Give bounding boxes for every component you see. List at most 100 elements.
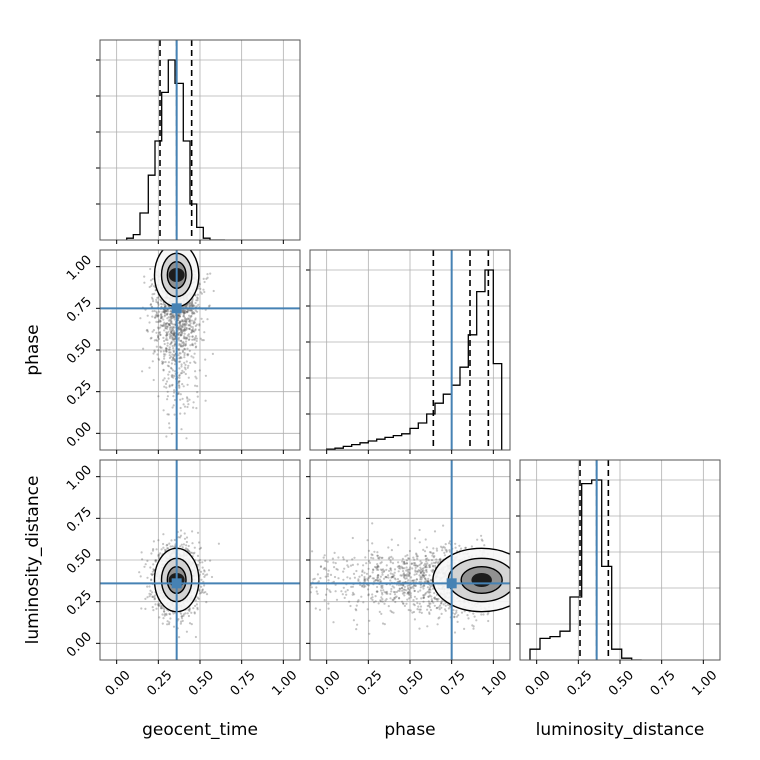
sample-point [166, 547, 169, 550]
sample-point [365, 572, 369, 575]
sample-point [177, 314, 180, 317]
sample-point [162, 361, 165, 364]
sample-point [317, 580, 320, 583]
sample-point [319, 565, 323, 568]
sample-point [319, 577, 322, 580]
sample-point [342, 578, 345, 581]
sample-point [183, 328, 186, 331]
sample-point [186, 303, 189, 306]
sample-point [163, 308, 166, 312]
sample-point [172, 355, 175, 358]
sample-point [426, 608, 429, 611]
sample-point [403, 575, 406, 578]
sample-point [349, 577, 352, 580]
sample-point [166, 317, 169, 320]
sample-point [470, 545, 473, 548]
sample-point [173, 318, 176, 321]
sample-point [370, 597, 373, 600]
sample-point [443, 554, 446, 557]
sample-point [434, 564, 437, 567]
sample-point [170, 314, 173, 317]
sample-point [422, 584, 426, 587]
sample-point [204, 374, 207, 377]
sample-point [193, 304, 196, 308]
sample-point [209, 559, 212, 562]
sample-point [166, 325, 169, 328]
sample-point [203, 584, 206, 587]
sample-point [183, 412, 186, 415]
sample-point [187, 318, 190, 321]
sample-point [182, 385, 185, 388]
sample-point [327, 602, 330, 605]
sample-point [387, 605, 390, 608]
panel-phase-luminosity_distance-data [310, 460, 510, 660]
sample-point [409, 586, 412, 589]
sample-point [159, 313, 162, 316]
sample-point [186, 354, 189, 357]
sample-point [393, 596, 396, 600]
sample-point [407, 591, 410, 594]
sample-point [350, 585, 353, 589]
sample-point [187, 303, 190, 306]
sample-point [414, 584, 417, 588]
sample-point [414, 569, 417, 572]
sample-point [419, 560, 422, 563]
sample-point [404, 574, 407, 577]
sample-point [440, 601, 443, 605]
sample-point [398, 580, 401, 583]
sample-point [179, 333, 182, 336]
sample-point [182, 342, 186, 345]
sample-point [316, 592, 319, 595]
y-axis-label-luminosity_distance: luminosity_distance [23, 476, 43, 645]
sample-point [337, 556, 340, 559]
sample-point [371, 553, 374, 557]
sample-point [200, 591, 203, 594]
sample-point [423, 580, 426, 583]
sample-point [422, 574, 425, 577]
sample-point [187, 549, 190, 552]
sample-point [159, 302, 162, 305]
sample-point [183, 320, 187, 323]
sample-point [156, 315, 159, 318]
sample-point [146, 314, 149, 317]
sample-point [389, 567, 392, 570]
sample-point [441, 549, 444, 552]
sample-point [189, 309, 192, 312]
sample-point [190, 325, 193, 328]
sample-point [182, 320, 185, 323]
sample-point [398, 564, 401, 568]
sample-point [158, 320, 161, 323]
sample-point [425, 568, 428, 572]
sample-point [393, 593, 397, 596]
sample-point [143, 275, 146, 278]
sample-point [180, 615, 184, 618]
sample-point [161, 310, 164, 314]
sample-point [193, 360, 196, 363]
sample-point [428, 594, 431, 597]
sample-point [392, 590, 395, 594]
sample-point [399, 580, 402, 583]
sample-point [404, 577, 407, 580]
sample-point [179, 398, 182, 401]
sample-point [172, 395, 175, 398]
sample-point [408, 590, 411, 593]
sample-point [168, 422, 171, 425]
sample-point [199, 337, 202, 340]
sample-point [156, 339, 159, 342]
sample-point [376, 554, 379, 557]
sample-point [409, 609, 412, 612]
sample-point [178, 321, 182, 324]
sample-point [398, 597, 401, 600]
sample-point [181, 311, 184, 314]
sample-point [185, 311, 188, 314]
sample-point [166, 333, 169, 337]
sample-point [438, 604, 442, 607]
sample-point [166, 413, 169, 416]
sample-point [426, 557, 429, 560]
sample-point [157, 604, 161, 607]
sample-point [151, 606, 154, 609]
sample-point [193, 352, 196, 355]
sample-point [406, 554, 409, 557]
sample-point [150, 284, 153, 287]
sample-point [178, 357, 181, 360]
